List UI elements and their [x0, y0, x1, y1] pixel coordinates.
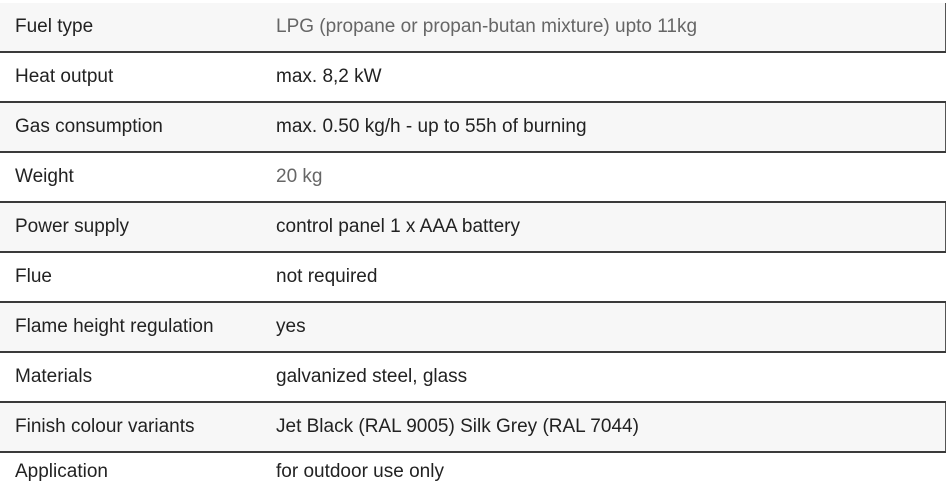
spec-label: Flame height regulation	[0, 302, 276, 353]
spec-row: Finish colour variants Jet Black (RAL 900…	[0, 402, 946, 453]
spec-value: control panel 1 x AAA battery	[276, 202, 946, 253]
spec-label: Materials	[0, 352, 276, 403]
spec-value: for outdoor use only	[276, 461, 444, 482]
spec-row: Flue not required	[0, 252, 946, 303]
spec-value: galvanized steel, glass	[276, 352, 946, 403]
spec-row: Gas consumption max. 0.50 kg/h - up to 55…	[0, 102, 946, 153]
specs-table: Fuel type LPG (propane or propan-butan mi…	[0, 3, 946, 491]
spec-row: Heat output max. 8,2 kW	[0, 52, 946, 103]
spec-value: not required	[276, 252, 946, 303]
spec-row: Flame height regulation yes	[0, 302, 946, 353]
spec-label: Power supply	[0, 202, 276, 253]
spec-row: Application for outdoor use only	[0, 452, 946, 491]
spec-value: 20 kg	[276, 152, 946, 203]
spec-value: max. 8,2 kW	[276, 52, 946, 103]
spec-row: Fuel type LPG (propane or propan-butan mi…	[0, 3, 946, 53]
spec-label: Fuel type	[0, 3, 276, 53]
spec-label: Application	[15, 461, 108, 482]
spec-row: Weight 20 kg	[0, 152, 946, 203]
spec-value: yes	[276, 302, 946, 353]
spec-label: Gas consumption	[0, 102, 276, 153]
spec-row: Power supply control panel 1 x AAA batter…	[0, 202, 946, 253]
spec-label: Flue	[0, 252, 276, 303]
spec-label: Finish colour variants	[0, 402, 276, 453]
spec-row: Materials galvanized steel, glass	[0, 352, 946, 403]
spec-value: max. 0.50 kg/h - up to 55h of burning	[276, 102, 946, 153]
spec-value: LPG (propane or propan-butan mixture) up…	[276, 3, 946, 53]
spec-label: Heat output	[0, 52, 276, 103]
spec-label: Weight	[0, 152, 276, 203]
spec-value: Jet Black (RAL 9005) Silk Grey (RAL 7044…	[276, 402, 946, 453]
